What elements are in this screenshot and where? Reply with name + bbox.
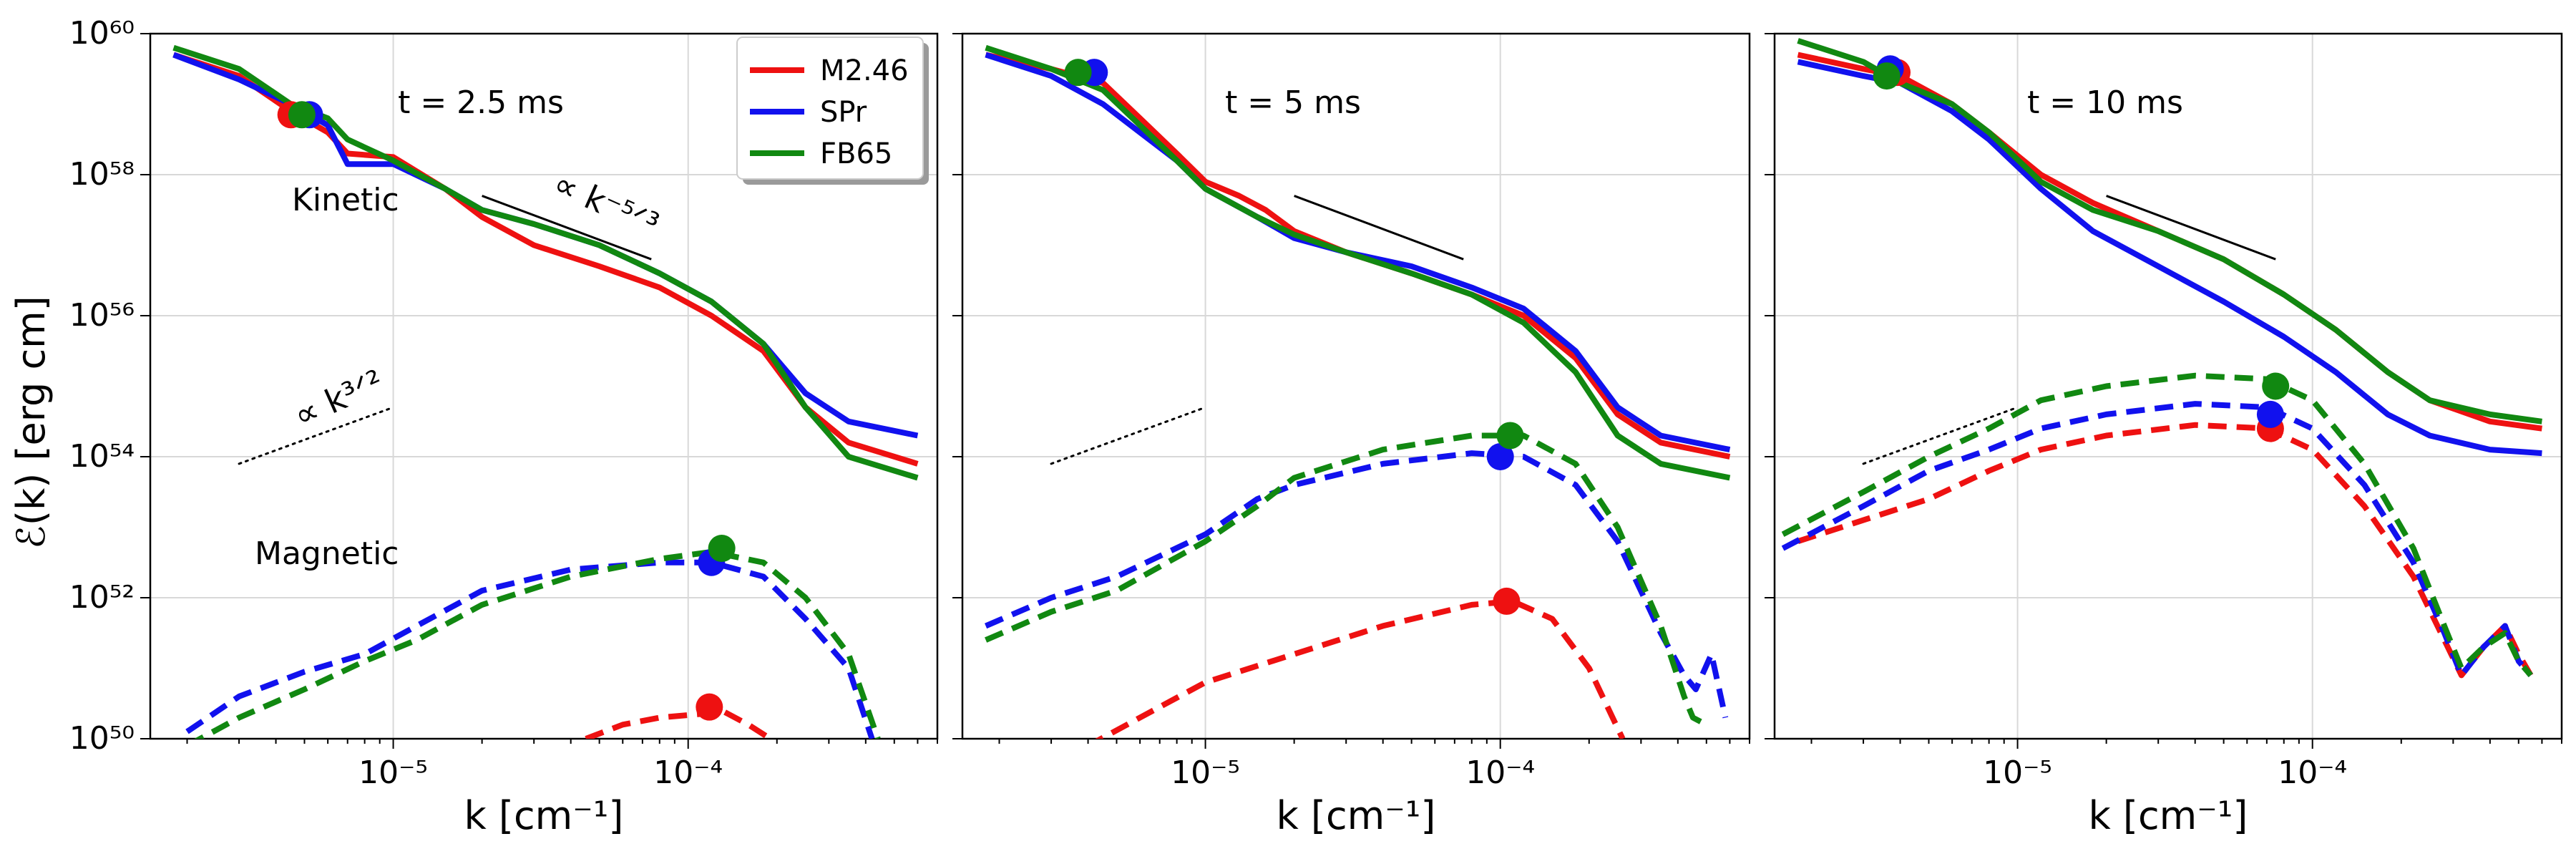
panel-title: t = 10 ms	[2027, 84, 2183, 121]
slope-guide-dotted	[1050, 406, 1207, 465]
series-kinetic-m246	[985, 52, 1731, 460]
magnetic-label: Magnetic	[255, 535, 399, 572]
y-tick-label: 10⁵⁸	[69, 156, 135, 193]
series-kinetic-fb65	[1797, 38, 2542, 424]
data-layer	[1781, 38, 2542, 679]
y-axis-title: ℰ(k) [erg cm]	[9, 296, 54, 549]
x-tick-label: 10⁻⁴	[2278, 754, 2347, 791]
x-axis-title-panel-2: k [cm⁻¹]	[1276, 793, 1435, 838]
plot-frame	[149, 32, 939, 740]
y-tick-label: 10⁵⁰	[69, 720, 135, 757]
marker-kinetic-fb65	[1873, 62, 1901, 90]
marker-magnetic-spr	[2256, 400, 2284, 428]
marker-magnetic-fb65	[1496, 422, 1524, 450]
panel-2: 10⁻⁵ 10⁻⁴ t = 5 ms	[952, 32, 1751, 791]
slope-guide-dotted	[1862, 406, 2019, 465]
series-magnetic-m246	[1095, 598, 1626, 739]
x-tick-label: 10⁻⁴	[1465, 754, 1535, 791]
slope-guide-solid	[1294, 195, 1464, 261]
marker-kinetic-fb65	[1064, 59, 1092, 87]
panel-title: t = 5 ms	[1225, 84, 1361, 121]
data-layer	[172, 44, 919, 739]
panels: 10⁵⁰ 10⁵² 10⁵⁴ 10⁵⁶ 10⁵⁸ 10⁶⁰ 10⁻⁵ 10⁻⁴ t = 2.5 …	[69, 15, 2563, 791]
y-tick-label: 10⁶⁰	[69, 15, 135, 52]
slope-guide-solid	[2106, 195, 2276, 261]
marker-magnetic-fb65	[708, 535, 736, 563]
plot-frame	[1773, 32, 2563, 740]
x-axis-title-panel-3: k [cm⁻¹]	[2088, 793, 2248, 838]
x-axis-title-panel-1: k [cm⁻¹]	[464, 793, 623, 838]
legend-label-m246: M2.46	[820, 54, 909, 87]
marker-magnetic-m246	[1493, 587, 1521, 615]
plot-frame	[961, 32, 1751, 740]
slope-guide-dotted	[238, 406, 395, 465]
kinetic-label: Kinetic	[292, 182, 399, 218]
marker-magnetic-fb65	[2262, 372, 2290, 400]
x-tick-label: 10⁻⁴	[653, 754, 723, 791]
legend: M2.46 SPr FB65	[736, 37, 929, 185]
marker-magnetic-m246	[696, 693, 723, 721]
series-magnetic-fb65	[194, 549, 881, 739]
series-kinetic-fb65	[985, 44, 1731, 481]
legend-label-fb65: FB65	[820, 137, 892, 170]
data-layer	[985, 44, 1731, 739]
marker-magnetic-spr	[1486, 443, 1514, 470]
series-magnetic-fb65	[1781, 372, 2533, 678]
legend-label-spr: SPr	[820, 96, 867, 129]
panel-1: 10⁵⁰ 10⁵² 10⁵⁴ 10⁵⁶ 10⁵⁸ 10⁶⁰ 10⁻⁵ 10⁻⁴ t = 2.5 …	[69, 15, 939, 791]
series-magnetic-m246	[1797, 422, 2534, 679]
series-magnetic-spr	[185, 559, 875, 739]
series-magnetic-fb65	[985, 432, 1708, 727]
marker-kinetic-fb65	[288, 101, 316, 129]
x-tick-label: 10⁻⁵	[358, 754, 428, 791]
x-tick-label: 10⁻⁵	[1983, 754, 2052, 791]
x-tick-label: 10⁻⁵	[1171, 754, 1240, 791]
y-tick-label: 10⁵⁶	[69, 297, 135, 334]
slope-guide-solid	[482, 195, 652, 261]
panel-3: 10⁻⁵ 10⁻⁴ t = 10 ms	[1765, 32, 2563, 791]
y-tick-label: 10⁵²	[69, 579, 135, 616]
y-tick-label: 10⁵⁴	[69, 438, 135, 475]
panel-title: t = 2.5 ms	[398, 84, 564, 121]
